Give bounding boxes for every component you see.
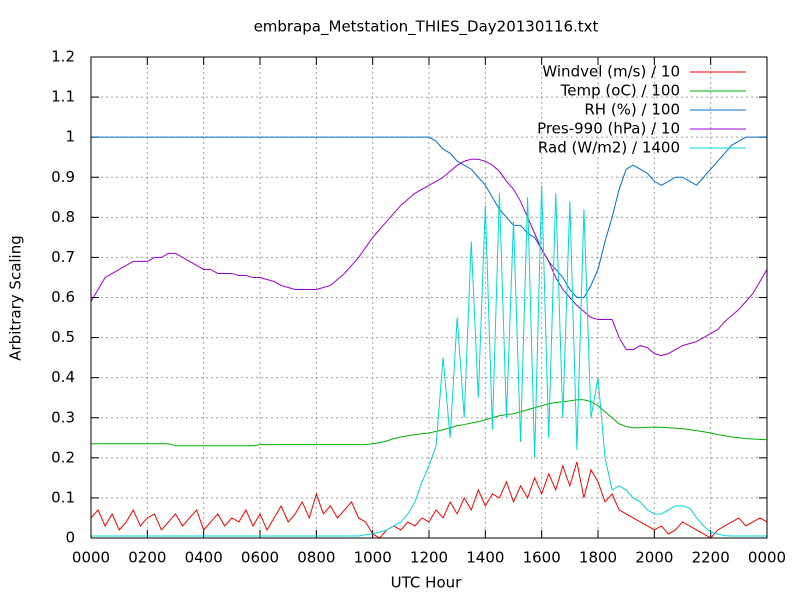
y-tick-label: 0.3 — [51, 408, 75, 426]
y-tick-label: 0.9 — [51, 168, 75, 186]
x-tick-label: 1400 — [466, 549, 504, 567]
y-tick-label: 1.2 — [51, 48, 75, 66]
x-tick-label: 0800 — [297, 549, 335, 567]
legend-label: Pres-990 (hPa) / 10 — [537, 120, 680, 138]
x-tick-label: 0400 — [185, 549, 223, 567]
series-line — [91, 136, 767, 298]
x-tick-label: 1000 — [354, 549, 392, 567]
y-tick-label: 0.8 — [51, 208, 75, 226]
legend-label: Rad (W/m2) / 1400 — [538, 139, 680, 157]
legend-label: RH (%) / 100 — [584, 101, 680, 119]
y-axis-label: Arbitrary Scaling — [7, 235, 25, 361]
x-tick-label: 2200 — [692, 549, 730, 567]
y-tick-label: 1.1 — [51, 88, 75, 106]
x-tick-label: 0200 — [128, 549, 166, 567]
y-tick-label: 0.7 — [51, 248, 75, 266]
y-tick-label: 0 — [65, 529, 75, 547]
x-tick-label: 2000 — [635, 549, 673, 567]
y-tick-label: 1 — [65, 128, 75, 146]
legend-label: Temp (oC) / 100 — [560, 82, 680, 100]
series-line — [91, 399, 768, 447]
x-tick-label: 1800 — [579, 549, 617, 567]
plot-border — [90, 56, 768, 539]
series-line — [91, 185, 767, 537]
y-tick-label: 0.6 — [51, 288, 75, 306]
chart-title: embrapa_Metstation_THIES_Day20130116.txt — [254, 18, 599, 37]
series-line — [90, 158, 768, 357]
x-tick-label: 0600 — [241, 549, 279, 567]
x-tick-label: 1600 — [523, 549, 561, 567]
x-axis-label: UTC Hour — [391, 574, 462, 592]
x-tick-label: 0000 — [748, 549, 786, 567]
y-tick-label: 0.1 — [51, 488, 75, 506]
x-tick-label: 1200 — [410, 549, 448, 567]
y-tick-label: 0.4 — [51, 368, 75, 386]
x-tick-label: 0000 — [72, 549, 110, 567]
y-tick-label: 0.5 — [51, 328, 75, 346]
y-tick-label: 0.2 — [51, 448, 75, 466]
legend-label: Windvel (m/s) / 10 — [542, 63, 680, 81]
series-line — [90, 461, 768, 539]
